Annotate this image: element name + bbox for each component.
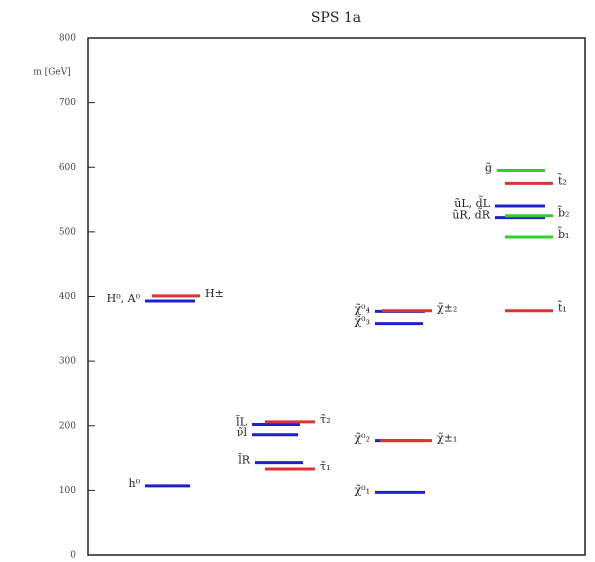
level-label: χ̃±₁: [437, 432, 457, 445]
level-label: τ̃₂: [320, 413, 331, 426]
level-label: b̃₁: [558, 227, 570, 241]
y-tick-label: 800: [59, 34, 76, 44]
y-tick-label: 700: [59, 98, 76, 108]
y-tick-label: 400: [59, 292, 76, 302]
level-label: χ̃⁰₃: [355, 315, 371, 328]
y-tick-label: 200: [59, 421, 76, 431]
level-label: χ̃⁰₄: [355, 302, 371, 315]
level-label: ũR, d̃R: [452, 207, 490, 221]
level-label: t̃₂: [557, 173, 566, 187]
level-label: H⁰, A⁰: [107, 292, 141, 305]
level-label: χ̃⁰₁: [355, 483, 371, 496]
y-axis-label: m [GeV]: [33, 68, 70, 78]
y-tick-label: 600: [59, 163, 76, 173]
level-label: l̃L: [236, 415, 248, 428]
level-label: χ̃⁰₂: [355, 432, 371, 445]
level-label: g̃: [485, 161, 492, 174]
chart-title: SPS 1a: [311, 10, 361, 26]
level-label: t̃₁: [557, 300, 566, 314]
y-tick-label: 100: [59, 486, 76, 496]
level-label: b̃₂: [558, 205, 570, 219]
level-label: ν̃l: [237, 426, 248, 439]
level-label: h⁰: [129, 477, 141, 490]
level-label: l̃R: [238, 453, 251, 466]
level-label: H±: [205, 287, 224, 300]
level-label: χ̃±₂: [437, 302, 457, 315]
level-label: ũL, d̃L: [454, 196, 490, 210]
level-label: τ̃₁: [320, 460, 331, 473]
y-tick-label: 300: [59, 357, 76, 367]
y-tick-label: 500: [59, 227, 76, 237]
y-tick-label: 0: [70, 551, 76, 561]
